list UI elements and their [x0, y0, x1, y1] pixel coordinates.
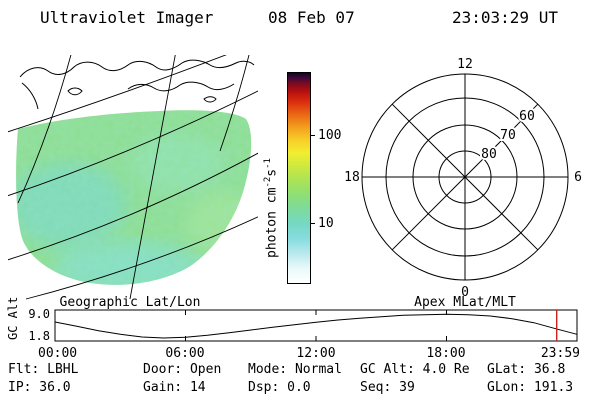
apex-polar-plot: 12 18 6 0 60 70 80 [344, 57, 582, 300]
strip-xtick-2359: 23:59 [541, 346, 580, 361]
colorbar-axis-label: photon cm-2s-1 [263, 158, 279, 258]
strip-xtick-1200: 12:00 [296, 346, 335, 361]
polar-ring-label-60: 60 [519, 109, 535, 124]
geo-map-image [8, 55, 258, 300]
colorbar-tick-label: 10 [318, 215, 334, 231]
status-ip: IP: 36.0 [8, 380, 71, 395]
status-flt: Flt: LBHL [8, 362, 79, 377]
header-date: 08 Feb 07 [268, 8, 355, 27]
strip-xtick-0000: 00:00 [38, 346, 77, 361]
strip-xtick-1800: 18:00 [426, 346, 465, 361]
polar-ring-label-80: 80 [481, 147, 497, 162]
colorbar-label-prefix: photon cm [264, 187, 280, 258]
graticule-lines [8, 55, 258, 300]
apex-polar-title: Apex MLat/MLT [414, 295, 516, 310]
polar-grid [361, 73, 569, 281]
status-glon: GLon: 191.3 [487, 380, 574, 395]
colorbar-tick-label: 100 [318, 127, 342, 143]
strip-ytick-bottom: 1.8 [28, 329, 50, 343]
geo-map-title: Geographic Lat/Lon [59, 295, 201, 310]
coastline-lines [19, 59, 255, 110]
status-dsp: Dsp: 0.0 [248, 380, 311, 395]
status-mode: Mode: Normal [248, 362, 342, 377]
colorbar-gradient [287, 72, 311, 284]
status-seq: Seq: 39 [360, 380, 415, 395]
polar-hour-label-0: 0 [461, 285, 469, 300]
colorbar-label-sup2: -1 [263, 158, 273, 169]
header-time: 23:03:29 UT [452, 8, 558, 27]
status-door: Door: Open [143, 362, 222, 377]
colorbar-tick-mark [310, 222, 315, 224]
app-title: Ultraviolet Imager [40, 8, 214, 27]
strip-xtick-0600: 06:00 [165, 346, 204, 361]
polar-hour-label-18: 18 [344, 170, 360, 185]
strip-ytick-top: 9.0 [28, 307, 50, 321]
strip-chart-ticks [185, 310, 447, 341]
polar-hour-label-6: 6 [574, 170, 582, 185]
polar-ring-label-70: 70 [500, 128, 516, 143]
colorbar: 100 10 [287, 72, 357, 284]
uv-image-blob [16, 110, 252, 285]
gc-alt-curve [54, 313, 578, 339]
polar-hour-label-12: 12 [457, 57, 473, 72]
gc-alt-strip-chart: 9.0 1.8 00:00 06:00 12:00 18:00 23:59 [28, 307, 580, 361]
status-gain: Gain: 14 [143, 380, 206, 395]
status-glat: GLat: 36.8 [487, 362, 566, 377]
status-gc-alt: GC Alt: 4.0 Re [360, 362, 470, 377]
colorbar-label-mid: s [264, 168, 280, 177]
colorbar-label-sup1: -2 [263, 176, 273, 188]
colorbar-tick-mark [310, 134, 315, 136]
